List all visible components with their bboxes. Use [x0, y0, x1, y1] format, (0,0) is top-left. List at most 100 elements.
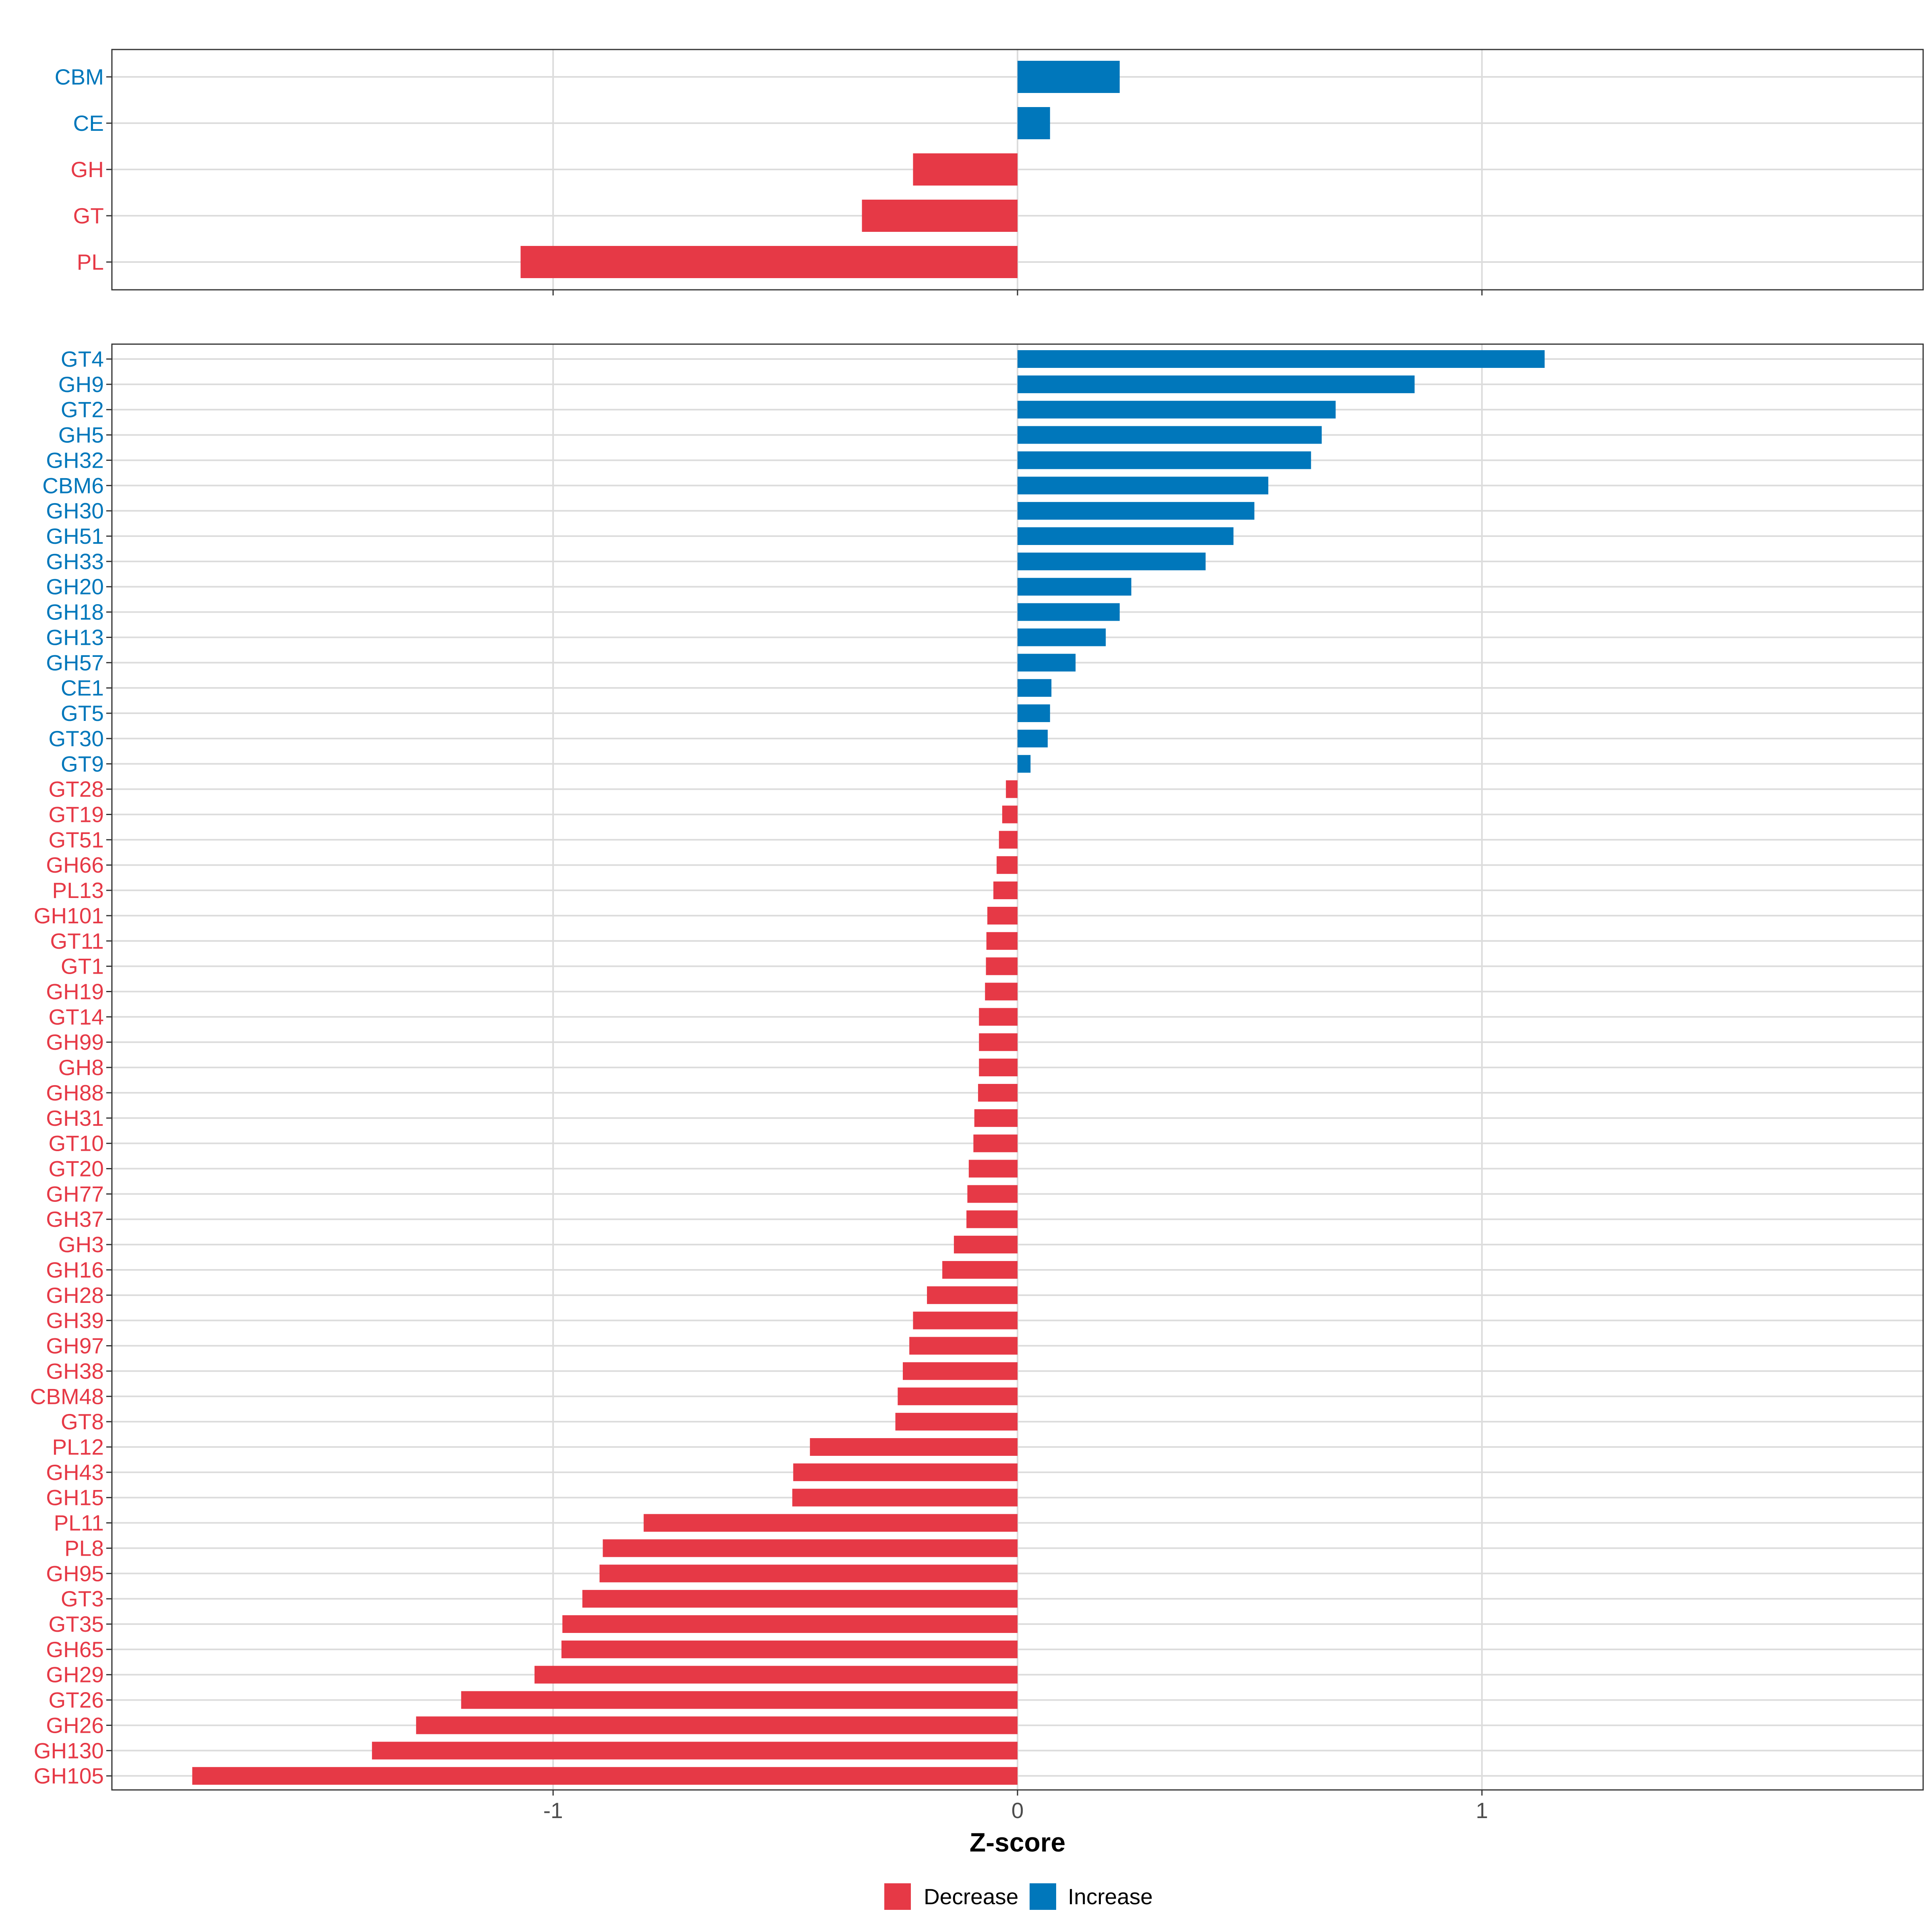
bottom-y-tick-label: GH9 [58, 372, 104, 397]
bottom-bar-gh9 [1018, 375, 1415, 393]
top-y-tick-label: GH [71, 157, 104, 182]
bottom-y-tick-label: GH37 [46, 1207, 104, 1232]
bottom-y-tick-label: GH8 [58, 1055, 104, 1080]
bottom-bar-gh8 [979, 1059, 1018, 1077]
bottom-y-tick-label: GH15 [46, 1485, 104, 1510]
bottom-bar-gh99 [979, 1033, 1018, 1051]
bottom-bar-gh77 [967, 1185, 1018, 1203]
bottom-y-tick-label: GH30 [46, 498, 104, 523]
bottom-y-tick-label: GH51 [46, 524, 104, 549]
bottom-bar-ce1 [1018, 679, 1052, 697]
bottom-y-tick-label: PL11 [54, 1511, 104, 1536]
bottom-y-tick-label: GT2 [61, 397, 104, 422]
bottom-y-tick-label: GH3 [58, 1232, 104, 1257]
bottom-bar-gh130 [372, 1742, 1018, 1760]
bottom-y-tick-label: GH130 [34, 1738, 104, 1763]
bottom-y-tick-label: CBM48 [30, 1384, 104, 1409]
bottom-bar-gh95 [599, 1565, 1018, 1583]
bottom-y-tick-label: GT4 [61, 347, 104, 372]
bottom-y-tick-label: GH97 [46, 1333, 104, 1358]
bottom-panel: GT4GH9GT2GH5GH32CBM6GH30GH51GH33GH20GH18… [30, 343, 1924, 1823]
bottom-bar-gh15 [792, 1488, 1018, 1507]
bottom-y-tick-label: GH19 [46, 979, 104, 1004]
bottom-bar-gt35 [562, 1615, 1018, 1633]
bottom-y-tick-label: GT1 [61, 954, 104, 979]
bottom-bar-gh37 [966, 1210, 1018, 1228]
bottom-y-tick-label: GH88 [46, 1080, 104, 1105]
top-panel: CBM CE GH GT PL [55, 49, 1924, 295]
bottom-bar-gh32 [1018, 451, 1311, 469]
bottom-bar-gh39 [913, 1311, 1018, 1329]
bottom-bar-gh101 [987, 906, 1018, 925]
bottom-y-tick-label: GH31 [46, 1106, 104, 1131]
bottom-bar-gh97 [909, 1337, 1018, 1355]
bottom-bar-gt3 [582, 1590, 1018, 1608]
bottom-bar-pl13 [993, 881, 1018, 900]
bottom-y-tick-label: GT3 [61, 1586, 104, 1611]
bottom-y-tick-label: GT8 [61, 1409, 104, 1434]
bottom-bar-gh18 [1018, 603, 1120, 621]
bottom-bar-gt10 [973, 1134, 1018, 1152]
bottom-x-tick-label: -1 [543, 1798, 563, 1823]
bottom-bar-gh33 [1018, 552, 1206, 570]
bottom-bar-gh28 [927, 1286, 1018, 1304]
bottom-bar-gh3 [954, 1236, 1018, 1254]
bottom-y-tick-label: GH66 [46, 852, 104, 877]
bottom-bar-gt19 [1002, 805, 1018, 824]
bottom-bar-gh26 [416, 1716, 1018, 1734]
bottom-y-tick-label: GH105 [34, 1763, 104, 1788]
top-y-tick-label: PL [77, 250, 104, 275]
bottom-bar-gt20 [968, 1160, 1018, 1178]
top-y-tick-label: CBM [55, 64, 104, 89]
bottom-y-tick-label: GT5 [61, 701, 104, 726]
bottom-y-tick-label: GH18 [46, 600, 104, 625]
bottom-bar-gt51 [999, 831, 1018, 849]
bottom-y-tick-label: GH65 [46, 1637, 104, 1662]
legend-key-increase [1030, 1883, 1056, 1910]
top-bar-gt [862, 200, 1018, 232]
bottom-y-tick-label: GT14 [48, 1004, 104, 1029]
bottom-y-tick-label: GH38 [46, 1358, 104, 1383]
bottom-y-tick-label: CBM6 [42, 473, 104, 498]
bottom-y-tick-label: GH95 [46, 1561, 104, 1586]
bottom-y-tick-label: GH101 [34, 903, 104, 928]
bottom-y-tick-label: GT30 [48, 726, 104, 751]
bottom-x-tick-label: 1 [1476, 1798, 1488, 1823]
bottom-bar-gh57 [1018, 654, 1076, 672]
bottom-y-tick-label: GH39 [46, 1308, 104, 1333]
bottom-bar-gt2 [1018, 400, 1336, 419]
bottom-bar-gh105 [192, 1767, 1018, 1785]
legend-key-decrease [884, 1883, 911, 1910]
bottom-y-tick-label: GH77 [46, 1181, 104, 1206]
bottom-y-tick-label: GH13 [46, 625, 104, 650]
bottom-y-tick-label: GT51 [48, 827, 104, 852]
bottom-x-tick-label: 0 [1011, 1798, 1024, 1823]
bottom-bar-gt4 [1018, 350, 1545, 368]
legend-label-decrease: Decrease [924, 1884, 1018, 1909]
bottom-bar-gt28 [1006, 780, 1018, 798]
bottom-y-tick-label: GH43 [46, 1460, 104, 1485]
bottom-y-tick-label: GT10 [48, 1131, 104, 1156]
bottom-y-tick-label: GT35 [48, 1612, 104, 1637]
bottom-bar-gh43 [793, 1463, 1018, 1481]
bottom-bar-pl8 [603, 1539, 1018, 1557]
bottom-bar-gh88 [978, 1084, 1018, 1102]
bottom-bar-gh29 [535, 1666, 1018, 1684]
bottom-y-tick-label: GH20 [46, 574, 104, 599]
top-bar-ce [1018, 107, 1050, 139]
bottom-bar-gh30 [1018, 502, 1255, 520]
bottom-bar-gt11 [986, 932, 1018, 950]
bottom-bar-gh5 [1018, 426, 1322, 444]
bottom-y-tick-label: GH16 [46, 1257, 104, 1282]
bottom-bar-gt8 [895, 1413, 1018, 1431]
bottom-y-tick-label: GT19 [48, 802, 104, 827]
bottom-y-tick-label: CE1 [61, 675, 104, 700]
bottom-y-tick-label: GH99 [46, 1030, 104, 1055]
bottom-bar-gh51 [1018, 527, 1234, 545]
bottom-bar-cbm6 [1018, 477, 1269, 495]
bottom-y-tick-label: GH5 [58, 423, 104, 448]
bottom-bar-gh13 [1018, 628, 1106, 646]
bottom-bar-gh19 [985, 983, 1018, 1001]
bottom-bar-gh38 [903, 1362, 1018, 1380]
bottom-bar-gt9 [1018, 755, 1031, 773]
